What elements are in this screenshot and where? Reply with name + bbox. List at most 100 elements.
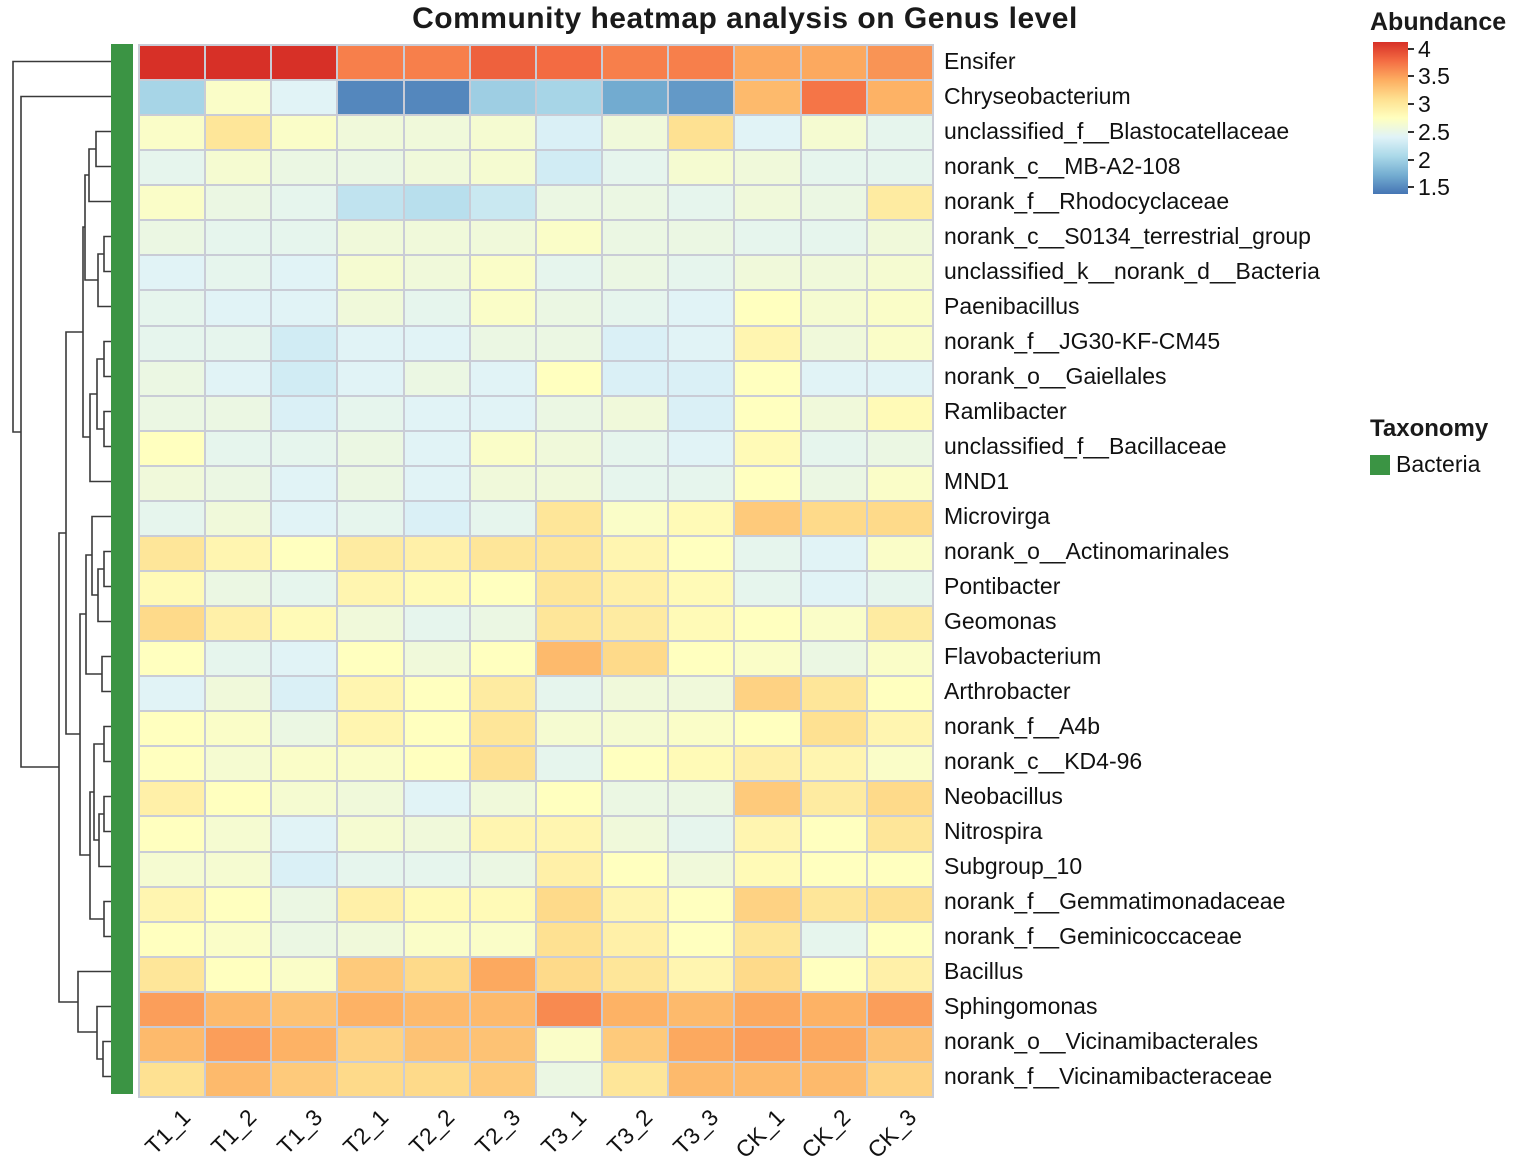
heatmap-cell <box>867 782 932 816</box>
heatmap-cell <box>272 571 337 606</box>
heatmap-cell <box>801 922 866 956</box>
heatmap-cell <box>140 887 205 921</box>
heatmap-cell <box>272 46 337 80</box>
heatmap-cell <box>536 1062 602 1096</box>
colorbar-tick-label: 1.5 <box>1418 174 1450 201</box>
heatmap-cell <box>470 1062 535 1096</box>
heatmap-cell <box>206 957 271 991</box>
heatmap-cell <box>272 922 337 956</box>
heatmap-cell <box>801 221 866 255</box>
heatmap-cell <box>669 116 734 150</box>
heatmap-cell <box>272 291 337 325</box>
column-label: CK_2 <box>796 1104 856 1162</box>
heatmap-cell <box>272 256 337 290</box>
heatmap-cell <box>669 221 734 255</box>
heatmap-cell <box>338 186 403 220</box>
column-label: T3_2 <box>601 1104 658 1160</box>
heatmap-cell <box>536 326 602 360</box>
heatmap-cell <box>404 642 469 676</box>
heatmap-cell <box>867 256 932 290</box>
dendrogram-branch <box>103 550 111 588</box>
dendrogram-branch <box>98 813 111 868</box>
heatmap-cell <box>669 1027 734 1061</box>
heatmap-cell <box>801 326 866 360</box>
heatmap-cell <box>801 887 866 921</box>
heatmap-cell <box>669 1062 734 1096</box>
heatmap-cell <box>206 46 271 80</box>
row-label: Subgroup_10 <box>944 853 1083 879</box>
heatmap-cell <box>735 677 800 711</box>
heatmap-cell <box>867 1062 932 1096</box>
heatmap-cell <box>470 852 535 886</box>
row-label: norank_c__MB-A2-108 <box>944 153 1181 179</box>
heatmap-cell <box>338 431 403 465</box>
heatmap-cell <box>669 396 734 430</box>
heatmap-cell <box>206 992 271 1026</box>
heatmap-cell <box>867 291 932 325</box>
column-label: CK_1 <box>730 1104 790 1162</box>
heatmap-cell <box>801 256 866 290</box>
heatmap-cell <box>536 642 602 676</box>
heatmap-cell <box>470 922 535 956</box>
heatmap-cell <box>404 817 469 851</box>
heatmap-cell <box>735 571 800 606</box>
heatmap-cell <box>272 992 337 1026</box>
heatmap-cell <box>470 431 535 465</box>
heatmap-cell <box>867 571 932 606</box>
heatmap-cell <box>404 607 469 641</box>
heatmap-cell <box>603 992 668 1026</box>
heatmap-cell <box>603 712 668 746</box>
heatmap-cell <box>140 571 205 606</box>
dendrogram-branch <box>58 532 78 1003</box>
heatmap-cell <box>536 46 602 80</box>
heatmap-cell <box>272 221 337 255</box>
heatmap-cell <box>272 852 337 886</box>
heatmap-cell <box>669 501 734 535</box>
heatmap-cell <box>470 957 535 991</box>
heatmap-cell <box>404 396 469 430</box>
heatmap-cell <box>140 396 205 430</box>
heatmap-cell <box>669 431 734 465</box>
heatmap-cell <box>536 712 602 746</box>
heatmap-cell <box>338 81 403 115</box>
heatmap-cell <box>603 221 668 255</box>
heatmap-cell <box>735 887 800 921</box>
heatmap-cell <box>536 81 602 115</box>
row-label: norank_f__JG30-KF-CM45 <box>944 328 1221 354</box>
heatmap-cell <box>206 852 271 886</box>
heatmap-cell <box>206 361 271 395</box>
heatmap-cell <box>801 852 866 886</box>
heatmap-cell <box>603 291 668 325</box>
heatmap-cell <box>338 536 403 570</box>
heatmap-cell <box>735 501 800 535</box>
row-label: unclassified_f__Blastocatellaceae <box>944 118 1290 144</box>
dendrogram-branch <box>103 235 111 273</box>
heatmap-cell <box>206 256 271 290</box>
heatmap-cell <box>669 607 734 641</box>
heatmap-cell <box>140 677 205 711</box>
heatmap-cell <box>867 221 932 255</box>
heatmap-cell <box>470 186 535 220</box>
heatmap-cell <box>470 712 535 746</box>
heatmap-cell <box>536 256 602 290</box>
heatmap-cell <box>470 291 535 325</box>
heatmap-cell <box>536 466 602 500</box>
heatmap-cell <box>536 186 602 220</box>
colorbar-tick-label: 2 <box>1418 146 1431 173</box>
taxonomy-color-bar <box>111 44 133 1094</box>
heatmap-cell <box>140 186 205 220</box>
heatmap-cell <box>272 817 337 851</box>
heatmap-cell <box>338 957 403 991</box>
heatmap-cell <box>404 571 469 606</box>
heatmap-cell <box>404 852 469 886</box>
heatmap-cell <box>404 536 469 570</box>
heatmap-cell <box>272 81 337 115</box>
heatmap-cell <box>140 221 205 255</box>
row-label: norank_f__Geminicoccaceae <box>944 923 1242 949</box>
heatmap-cell <box>735 361 800 395</box>
heatmap-cell <box>140 712 205 746</box>
heatmap-cell <box>404 1027 469 1061</box>
heatmap-cell <box>206 326 271 360</box>
dendrogram-branch <box>103 795 111 833</box>
heatmap-cell <box>801 992 866 1026</box>
